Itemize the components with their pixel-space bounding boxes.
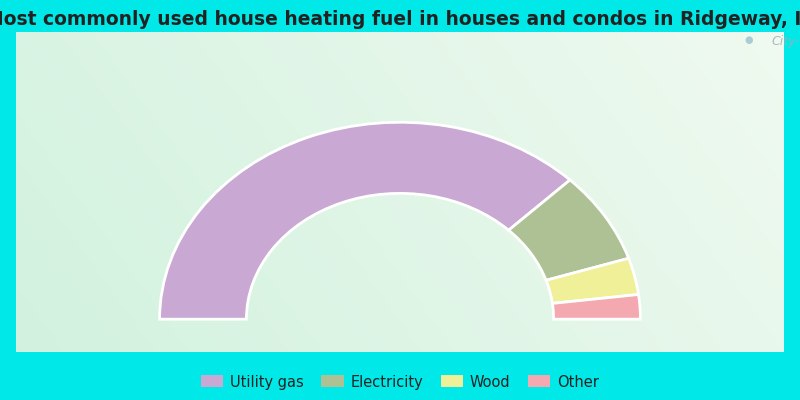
Wedge shape	[546, 258, 638, 304]
Text: City-Data.com: City-Data.com	[772, 35, 800, 48]
Wedge shape	[509, 180, 629, 280]
Text: ●: ●	[745, 35, 754, 45]
Wedge shape	[552, 294, 641, 319]
Text: Most commonly used house heating fuel in houses and condos in Ridgeway, IA: Most commonly used house heating fuel in…	[0, 10, 800, 29]
Wedge shape	[159, 122, 570, 319]
Legend: Utility gas, Electricity, Wood, Other: Utility gas, Electricity, Wood, Other	[201, 374, 599, 390]
